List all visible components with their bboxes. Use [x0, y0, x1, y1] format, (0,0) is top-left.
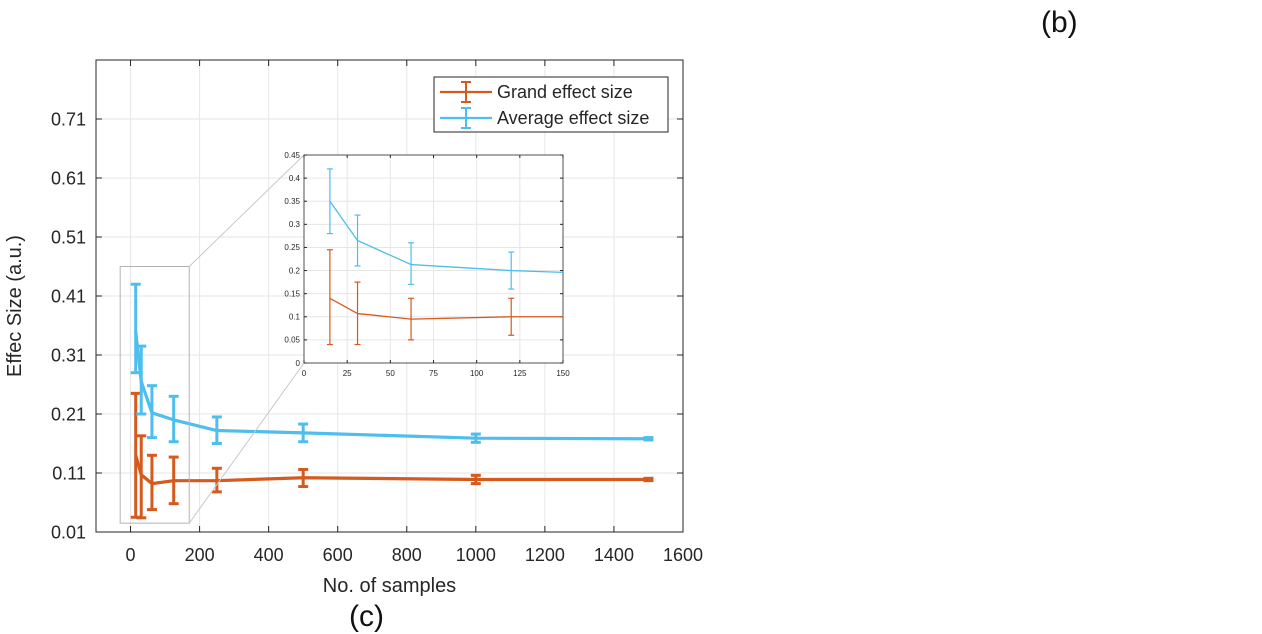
panel-label-b: (b) — [1041, 6, 1078, 39]
inset-xtick-label: 75 — [429, 369, 438, 378]
main-xtick-label: 0 — [126, 545, 136, 565]
inset-grand-effect-size-errorbar — [408, 297, 415, 341]
legend-entry-average-effect-size: Average effect size — [440, 107, 649, 129]
inset-average-effect-size-errorbar — [354, 214, 361, 267]
main-average-effect-size-errorbar — [146, 384, 157, 440]
inset-average-effect-size-errorbar — [326, 168, 333, 235]
inset-ytick-label: 0.05 — [284, 336, 300, 345]
main-xtick-label: 200 — [185, 545, 215, 565]
inset-average-effect-size-errorbar — [508, 251, 515, 290]
main-grand-effect-size-errorbar — [168, 455, 179, 506]
main-xtick-label: 1200 — [525, 545, 565, 565]
main-ytick-label: 0.31 — [51, 345, 86, 365]
inset-ytick-label: 0.35 — [284, 197, 300, 206]
zoom-region-box — [119, 266, 190, 524]
main-average-effect-size-errorbar — [211, 415, 222, 445]
main-grand-effect-size-errorbar — [211, 466, 222, 494]
inset-xtick-label: 0 — [302, 369, 307, 378]
legend-box — [433, 76, 669, 133]
zoom-indicator — [119, 154, 305, 524]
main-xtick-label: 1600 — [663, 545, 703, 565]
inset-ytick-label: 0.4 — [289, 174, 301, 183]
main-ytick-label: 0.21 — [51, 404, 86, 424]
main-average-effect-size-errorbar — [136, 344, 147, 416]
main-xtick-label: 400 — [254, 545, 284, 565]
inset-ytick-label: 0 — [296, 359, 301, 368]
legend-label-grand-effect-size: Grand effect size — [497, 82, 633, 102]
legend-entry-grand-effect-size: Grand effect size — [440, 81, 633, 103]
main-grand-effect-size-errorbar — [298, 467, 309, 489]
main-grand-effect-size-errorbar — [136, 434, 147, 520]
inset-ytick-label: 0.15 — [284, 289, 300, 298]
main-ytick-label: 0.51 — [51, 227, 86, 247]
zoom-connector-top — [188, 154, 305, 267]
main-grand-effect-size-errorbar — [643, 476, 654, 483]
inset-ytick-label: 0.2 — [289, 266, 301, 275]
main-ytick-label: 0.61 — [51, 168, 86, 188]
main-average-effect-size-errorbar — [643, 436, 654, 442]
zoom-connector-bottom — [188, 362, 305, 524]
main-average-effect-size-errorbar — [168, 394, 179, 444]
main-average-effect-size-errorbar — [130, 282, 141, 375]
inset-ytick-label: 0.45 — [284, 151, 300, 160]
inset-xtick-label: 25 — [343, 369, 352, 378]
main-x-axis-title: No. of samples — [323, 575, 456, 597]
main-xtick-label: 1000 — [456, 545, 496, 565]
main-ytick-label: 0.01 — [51, 522, 86, 542]
inset-ytick-label: 0.3 — [289, 220, 301, 229]
main-y-axis-title: Effec Size (a.u.) — [4, 235, 26, 377]
main-xtick-label: 600 — [323, 545, 353, 565]
inset-xtick-label: 100 — [470, 369, 484, 378]
inset-grand-effect-size-errorbar — [508, 297, 515, 336]
main-xtick-label: 1400 — [594, 545, 634, 565]
main-average-effect-size-errorbar — [470, 432, 481, 444]
legend-label-average-effect-size: Average effect size — [497, 108, 649, 128]
main-grand-effect-size-errorbar — [470, 473, 481, 486]
main-average-effect-size-line — [134, 331, 649, 441]
inset-ytick-label: 0.1 — [289, 313, 301, 322]
inset-chart: 0 25 50 75 100 125 150 0 0.05 0.1 0.15 0.2 0.25 0.3 0.… — [284, 151, 570, 378]
inset-xtick-label: 50 — [386, 369, 395, 378]
inset-xtick-label: 125 — [513, 369, 527, 378]
inset-average-effect-size-errorbar — [408, 242, 415, 286]
main-grand-effect-size-errorbar — [146, 453, 157, 512]
main-ytick-label: 0.71 — [51, 109, 86, 129]
inset-ytick-label: 0.25 — [284, 243, 300, 252]
inset-grand-effect-size-errorbar — [354, 281, 361, 346]
main-ytick-label: 0.11 — [52, 463, 86, 483]
main-grand-effect-size-line — [134, 454, 649, 486]
inset-grand-effect-size-errorbar — [326, 249, 333, 346]
legend: Grand effect size Average effect size — [433, 76, 669, 133]
main-average-effect-size-errorbar — [298, 422, 309, 444]
main-xtick-label: 800 — [392, 545, 422, 565]
inset-xtick-label: 150 — [556, 369, 570, 378]
main-ytick-label: 0.41 — [51, 286, 86, 306]
